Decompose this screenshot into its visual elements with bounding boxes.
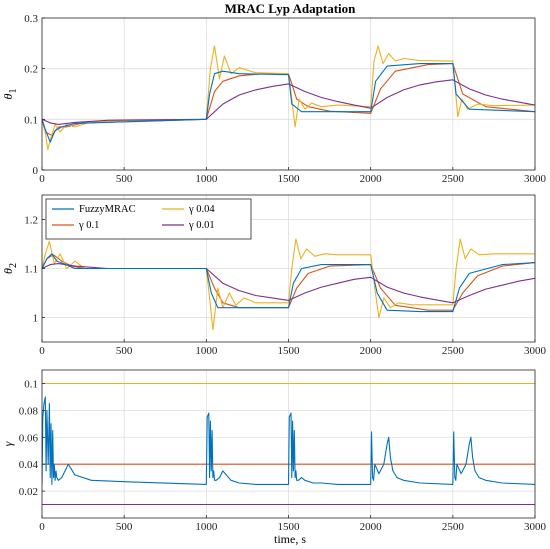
y-tick-label: 0.2 <box>24 64 38 76</box>
x-tick-label: 1500 <box>278 345 301 357</box>
x-tick-label: 1000 <box>195 173 218 185</box>
x-tick-label: 3000 <box>524 521 547 533</box>
legend-entry: γ 0.1 <box>78 220 99 231</box>
x-tick-label: 500 <box>116 345 133 357</box>
y-axis-label: γ <box>1 441 15 446</box>
legend-entry: γ 0.01 <box>188 220 215 231</box>
x-tick-label: 2000 <box>360 173 383 185</box>
legend-entry: FuzzyMRAC <box>79 204 136 215</box>
x-tick-label: 0 <box>39 345 45 357</box>
y-tick-label: 0 <box>33 165 39 177</box>
x-tick-label: 500 <box>116 521 133 533</box>
x-tick-label: 2500 <box>442 173 465 185</box>
y-tick-label: 0.04 <box>19 459 39 471</box>
x-tick-label: 2500 <box>442 521 465 533</box>
y-axis-label: θ2 <box>1 263 19 274</box>
y-tick-label: 1 <box>33 313 39 325</box>
legend: FuzzyMRAC γ 0.04 γ 0.1 γ 0.01 <box>45 198 252 240</box>
y-tick-label: 0.1 <box>24 378 38 390</box>
x-axis-label: time, s <box>274 532 306 546</box>
x-tick-label: 1000 <box>195 521 218 533</box>
y-axis-label: θ1 <box>1 89 19 100</box>
x-tick-label: 2500 <box>442 345 465 357</box>
y-tick-label: 0.06 <box>19 432 39 444</box>
y-tick-label: 1.1 <box>24 264 38 276</box>
x-tick-label: 1500 <box>278 173 301 185</box>
x-tick-label: 500 <box>116 173 133 185</box>
y-tick-label: 0.08 <box>19 405 39 417</box>
series-line-γ-0.1 <box>42 254 535 311</box>
series-line-γ-0.01 <box>42 79 535 125</box>
y-tick-label: 0.02 <box>19 486 38 498</box>
y-tick-label: 0.1 <box>24 114 38 126</box>
legend-entry: γ 0.04 <box>188 204 215 215</box>
x-tick-label: 2000 <box>360 521 383 533</box>
x-tick-label: 0 <box>39 521 45 533</box>
x-tick-label: 2000 <box>360 345 383 357</box>
subplot-theta1: 0 500 1000 1500 2000 2500 3000 0 0.1 0.2 0.3 θ1 <box>1 13 547 185</box>
subplot-gamma: 0 500 1000 1500 2000 2500 3000 0.02 0.04 0.06 0.08… <box>1 369 547 533</box>
series-line-FuzzyMRAC <box>42 63 535 143</box>
series-line-FuzzyMRAC <box>42 253 535 313</box>
x-tick-label: 0 <box>39 173 45 185</box>
series-line-FuzzyMRAC <box>42 396 535 485</box>
legend-box <box>45 198 252 240</box>
x-tick-label: 1500 <box>278 521 301 533</box>
x-tick-label: 3000 <box>524 345 547 357</box>
y-tick-label: 0.3 <box>24 13 38 25</box>
y-tick-label: 1.2 <box>24 215 38 227</box>
x-tick-label: 1000 <box>195 345 218 357</box>
x-tick-label: 3000 <box>524 173 547 185</box>
series-line-γ-0.04 <box>42 238 535 331</box>
chart-title: MRAC Lyp Adaptation <box>225 1 357 16</box>
